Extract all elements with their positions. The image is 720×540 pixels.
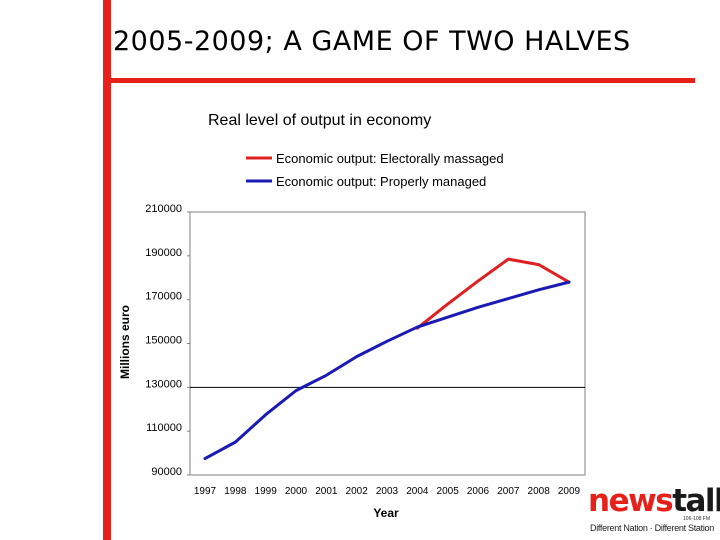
chart-legend: Economic output: Electorally massaged Eco… — [246, 151, 504, 189]
x-tick-label: 1997 — [194, 486, 217, 497]
chart-title: Real level of output in economy — [208, 112, 431, 129]
plot-frame — [189, 211, 586, 476]
x-tick-label: 2006 — [467, 486, 490, 497]
y-tick-label: 210000 — [145, 203, 182, 215]
x-axis-label: Year — [373, 506, 399, 520]
series-line-properly-managed — [203, 280, 571, 461]
x-tick-label: 2001 — [315, 486, 338, 497]
y-tick-label: 130000 — [145, 378, 182, 390]
x-tick-label: 2008 — [528, 486, 551, 497]
newstalk-logo: newstalk 106-108 FM Different Nation · D… — [588, 483, 720, 536]
logo-news: news — [588, 483, 674, 519]
x-tick-label: 2004 — [406, 486, 429, 497]
logo-slogan: Different Nation · Different Station — [590, 523, 714, 533]
y-tick-label: 190000 — [145, 247, 182, 259]
slide-title: 2005-2009; A GAME OF TWO HALVES — [113, 26, 631, 57]
legend-label: Economic output: Electorally massaged — [276, 151, 504, 166]
x-tick-label: 2009 — [558, 486, 581, 497]
x-tick-label: 1998 — [224, 486, 247, 497]
series-line-electorally-massaged — [415, 257, 571, 330]
y-axis-label: Millions euro — [118, 305, 132, 379]
logo-talk: talk — [672, 483, 720, 519]
x-tick-label: 2005 — [437, 486, 460, 497]
x-tick-label: 1999 — [255, 486, 278, 497]
y-tick-label: 90000 — [151, 466, 182, 478]
chart-axes: 210000 190000 170000 150000 130000 110000 9000… — [145, 203, 586, 497]
y-tick-label: 110000 — [146, 422, 182, 434]
accent-bar-horizontal — [103, 78, 695, 83]
x-tick-label: 2003 — [376, 486, 399, 497]
x-tick-label: 2000 — [285, 486, 308, 497]
accent-bar-vertical — [103, 0, 111, 540]
logo-frequency: 106-108 FM — [683, 516, 710, 522]
x-tick-label: 2007 — [497, 486, 520, 497]
y-tick-label: 170000 — [145, 291, 182, 303]
x-tick-label: 2002 — [346, 486, 369, 497]
y-tick-label: 150000 — [145, 335, 182, 347]
chart-series — [203, 257, 571, 461]
legend-label: Economic output: Properly managed — [276, 174, 486, 189]
